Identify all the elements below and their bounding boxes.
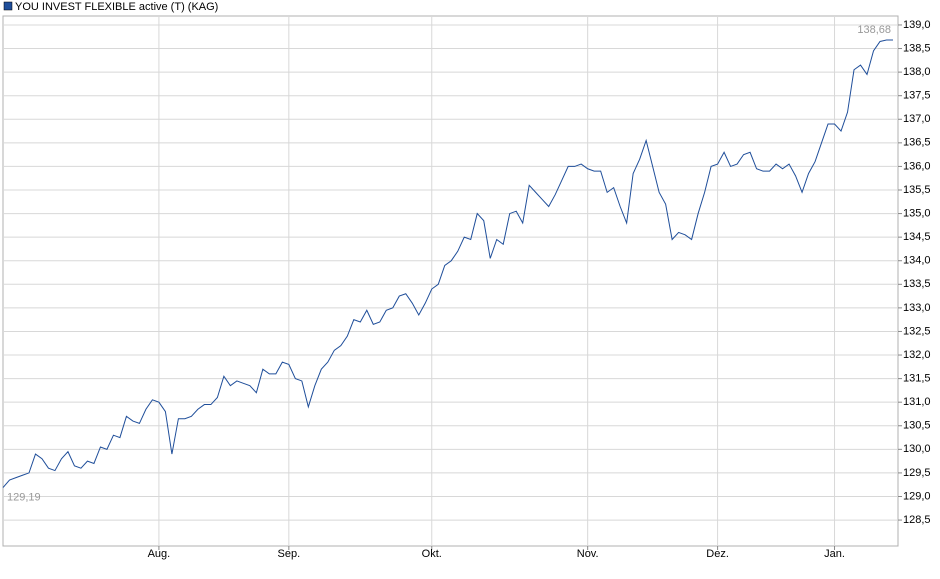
value-label: 138,68: [857, 24, 891, 36]
y-tick-label: 133,5: [903, 278, 931, 290]
y-tick-label: 136,5: [903, 137, 931, 149]
y-tick-label: 129,0: [903, 490, 931, 502]
y-tick-label: 137,0: [903, 113, 931, 125]
x-tick-label: Sep.: [278, 548, 301, 560]
legend-label: YOU INVEST FLEXIBLE active (T) (KAG): [15, 1, 218, 13]
y-tick-label: 134,5: [903, 231, 931, 243]
legend-swatch: [3, 1, 13, 11]
y-tick-label: 133,0: [903, 302, 931, 314]
y-tick-label: 132,5: [903, 325, 931, 337]
x-tick-label: Aug.: [148, 548, 171, 560]
y-tick-label: 138,0: [903, 66, 931, 78]
x-tick-label: Jan.: [824, 548, 845, 560]
x-tick-label: Okt.: [422, 548, 442, 560]
y-tick-label: 137,5: [903, 90, 931, 102]
y-tick-label: 131,0: [903, 396, 931, 408]
y-tick-label: 129,5: [903, 467, 931, 479]
plot-frame: [2, 15, 899, 547]
x-tick-label: Nov.: [577, 548, 599, 560]
series-line: [2, 39, 893, 488]
y-tick-label: 131,5: [903, 373, 931, 385]
y-tick-label: 135,0: [903, 207, 931, 219]
y-tick-label: 138,5: [903, 42, 931, 54]
y-tick-label: 134,0: [903, 255, 931, 267]
y-tick-label: 130,0: [903, 443, 931, 455]
y-tick-label: 136,0: [903, 160, 931, 172]
y-tick-label: 128,5: [903, 514, 931, 526]
y-tick-label: 139,0: [903, 19, 931, 31]
y-tick-label: 132,0: [903, 349, 931, 361]
y-tick-label: 135,5: [903, 184, 931, 196]
value-label: 129,19: [7, 491, 41, 503]
y-tick-label: 130,5: [903, 420, 931, 432]
x-tick-label: Dez.: [706, 548, 729, 560]
